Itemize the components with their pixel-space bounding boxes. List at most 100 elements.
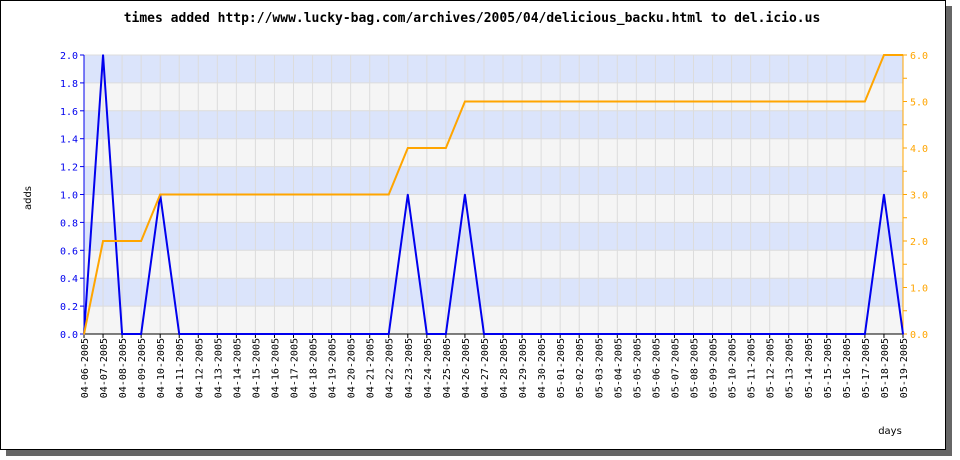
data-point-cumulative: [578, 100, 581, 103]
x-tick-label: 04-30-2005: [537, 338, 548, 398]
x-tick-label: 05-14-2005: [804, 338, 815, 398]
data-point-cumulative: [864, 100, 866, 103]
data-point-adds: [330, 333, 333, 335]
x-tick-label: 04-13-2005: [213, 338, 224, 398]
grid-band: [84, 306, 903, 334]
data-point-adds: [616, 333, 619, 335]
series-line-cumulative: [83, 54, 903, 335]
x-tick-label: 05-11-2005: [747, 338, 758, 398]
data-point-cumulative: [464, 100, 466, 103]
x-tick-label: 04-20-2005: [347, 338, 358, 398]
data-point-adds: [730, 333, 733, 335]
data-point-cumulative: [845, 100, 847, 103]
data-point-adds: [502, 333, 504, 335]
data-point-adds: [406, 193, 409, 196]
x-tick-label: 05-15-2005: [823, 338, 834, 398]
data-point-adds: [635, 333, 638, 335]
data-point-adds: [883, 193, 885, 196]
data-point-adds: [597, 333, 600, 335]
data-point-cumulative: [787, 100, 790, 103]
x-tick-label: 05-02-2005: [575, 338, 586, 398]
data-point-adds: [292, 333, 295, 335]
data-point-adds: [749, 333, 752, 335]
grid-band: [84, 82, 903, 111]
y-tick-label: 0.6: [60, 246, 78, 257]
data-point-cumulative: [292, 193, 295, 196]
x-tick-label: 04-26-2005: [461, 338, 472, 398]
data-point-cumulative: [178, 193, 181, 196]
x-tick-label: 04-24-2005: [423, 338, 434, 398]
data-point-adds: [864, 333, 866, 335]
y-tick-label: 2.0: [60, 51, 78, 62]
data-point-adds: [559, 333, 561, 335]
grid-band: [84, 138, 903, 167]
data-point-adds: [768, 333, 771, 335]
x-tick-label: 04-10-2005: [156, 338, 167, 398]
x-tick-label: 04-21-2005: [366, 338, 377, 398]
data-point-cumulative: [806, 100, 809, 103]
y-tick-label: 1.0: [60, 191, 78, 202]
data-point-adds: [483, 333, 485, 335]
x-tick-label: 04-08-2005: [118, 338, 129, 398]
y-axis-label: adds: [23, 186, 34, 210]
data-point-adds: [235, 333, 238, 335]
data-point-cumulative: [349, 193, 352, 196]
data-point-adds: [349, 333, 352, 335]
x-tick-label: 04-11-2005: [175, 338, 186, 398]
data-point-cumulative: [559, 100, 561, 103]
x-tick-label: 05-16-2005: [842, 338, 853, 398]
y-tick-label: 0.0: [60, 330, 78, 341]
x-tick-label: 05-13-2005: [785, 338, 796, 398]
data-point-cumulative: [235, 193, 238, 196]
x-tick-label: 05-05-2005: [632, 338, 643, 398]
data-point-adds: [387, 333, 390, 335]
y2-tick-label: 3.0: [910, 191, 928, 202]
y-tick-label: 0.8: [60, 218, 78, 229]
x-tick-label: 05-03-2005: [594, 338, 605, 398]
data-point-cumulative: [883, 54, 885, 56]
data-point-adds: [445, 333, 447, 335]
y2-tick-label: 2.0: [910, 237, 928, 248]
data-point-cumulative: [692, 100, 695, 103]
data-point-adds: [311, 333, 314, 335]
grid-band: [84, 222, 903, 251]
x-tick-label: 04-06-2005: [80, 338, 91, 398]
x-tick-label: 05-06-2005: [651, 338, 662, 398]
x-axis-label: days: [878, 426, 902, 437]
data-point-cumulative: [83, 333, 85, 335]
data-point-adds: [540, 333, 542, 335]
data-point-cumulative: [730, 100, 733, 103]
y2-tick-label: 6.0: [910, 51, 928, 62]
data-point-cumulative: [483, 100, 485, 103]
data-point-adds: [254, 333, 257, 335]
x-tick-label: 05-08-2005: [689, 338, 700, 398]
data-point-cumulative: [311, 193, 314, 196]
y2-tick-label: 4.0: [910, 144, 928, 155]
data-point-cumulative: [330, 193, 333, 196]
data-point-cumulative: [197, 193, 200, 196]
data-point-cumulative: [254, 193, 257, 196]
x-tick-label: 04-18-2005: [309, 338, 320, 398]
x-tick-label: 05-09-2005: [709, 338, 720, 398]
x-tick-label: 05-01-2005: [556, 338, 567, 398]
data-point-cumulative: [121, 240, 123, 242]
data-point-adds: [692, 333, 695, 335]
y-tick-label: 0.4: [60, 274, 78, 285]
y2-tick-label: 5.0: [910, 98, 928, 109]
data-point-cumulative: [216, 193, 219, 196]
x-tick-label: 04-14-2005: [232, 338, 243, 398]
y2-tick-label: 1.0: [910, 284, 928, 295]
data-point-adds: [845, 333, 847, 335]
data-point-cumulative: [406, 147, 409, 149]
x-tick-label: 05-04-2005: [613, 338, 624, 398]
data-point-adds: [368, 333, 371, 335]
x-tick-label: 04-22-2005: [385, 338, 396, 398]
y-tick-label: 1.6: [60, 107, 78, 118]
data-point-cumulative: [616, 100, 619, 103]
data-point-cumulative: [159, 193, 161, 196]
data-point-cumulative: [826, 100, 828, 103]
data-point-adds: [578, 333, 581, 335]
grid-band: [84, 250, 903, 279]
x-tick-label: 05-10-2005: [728, 338, 739, 398]
data-point-adds: [787, 333, 790, 335]
